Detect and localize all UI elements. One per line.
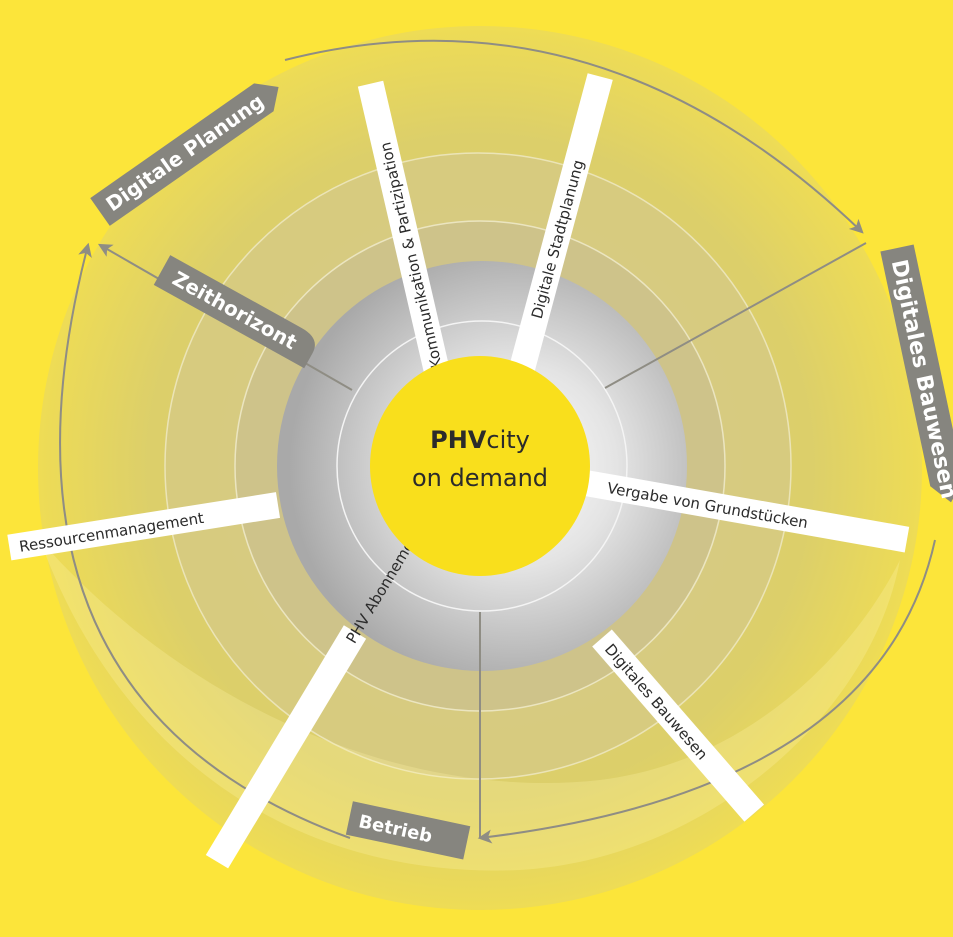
center-disc: [370, 356, 590, 576]
center-subtitle: on demand: [412, 464, 548, 492]
inner-thin-ring: [336, 320, 628, 612]
center-title-bold: PHV: [430, 426, 487, 454]
connector-bauwesen: [604, 242, 867, 389]
cycle-arrow-right: [477, 539, 936, 844]
cycle-arrow-top: [284, 39, 864, 234]
center-title: PHVcity: [430, 426, 530, 454]
center-title-rest: city: [486, 426, 529, 454]
